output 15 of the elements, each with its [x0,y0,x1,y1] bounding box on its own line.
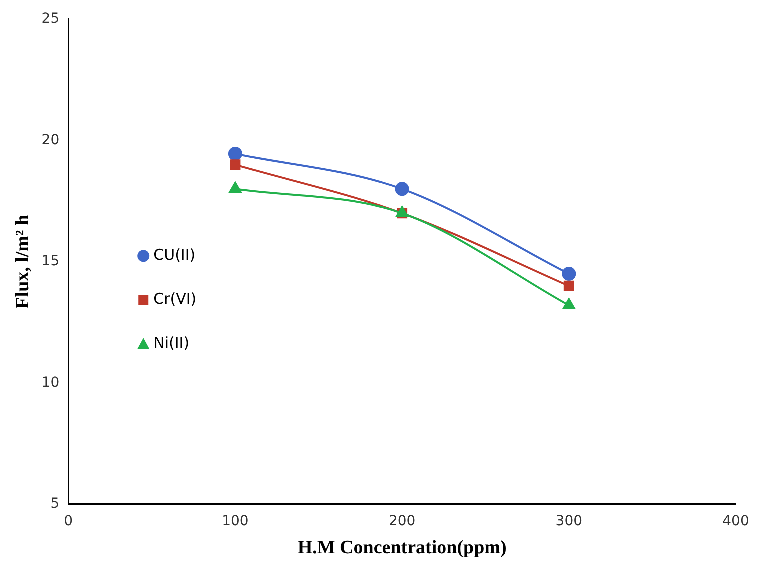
y-axis-title: Flux, l/m² h [12,214,34,309]
x-tick-label: 100 [222,513,249,530]
y-tick-label: 20 [42,132,60,148]
legend-label: Ni(II) [154,334,190,352]
legend-label: CU(II) [154,246,196,264]
legend-label: Cr(VI) [154,290,197,308]
y-tick-label: 5 [50,496,60,512]
x-tick-label: 400 [722,513,750,530]
x-tick-label: 200 [388,513,416,530]
x-axis-title: H.M Concentration(ppm) [298,538,507,559]
y-tick-label: 15 [42,254,60,270]
x-tick-label: 0 [64,513,74,530]
x-tick-label: 300 [556,513,583,530]
y-tick-label: 10 [42,374,60,391]
y-tick-label: 25 [42,11,60,28]
